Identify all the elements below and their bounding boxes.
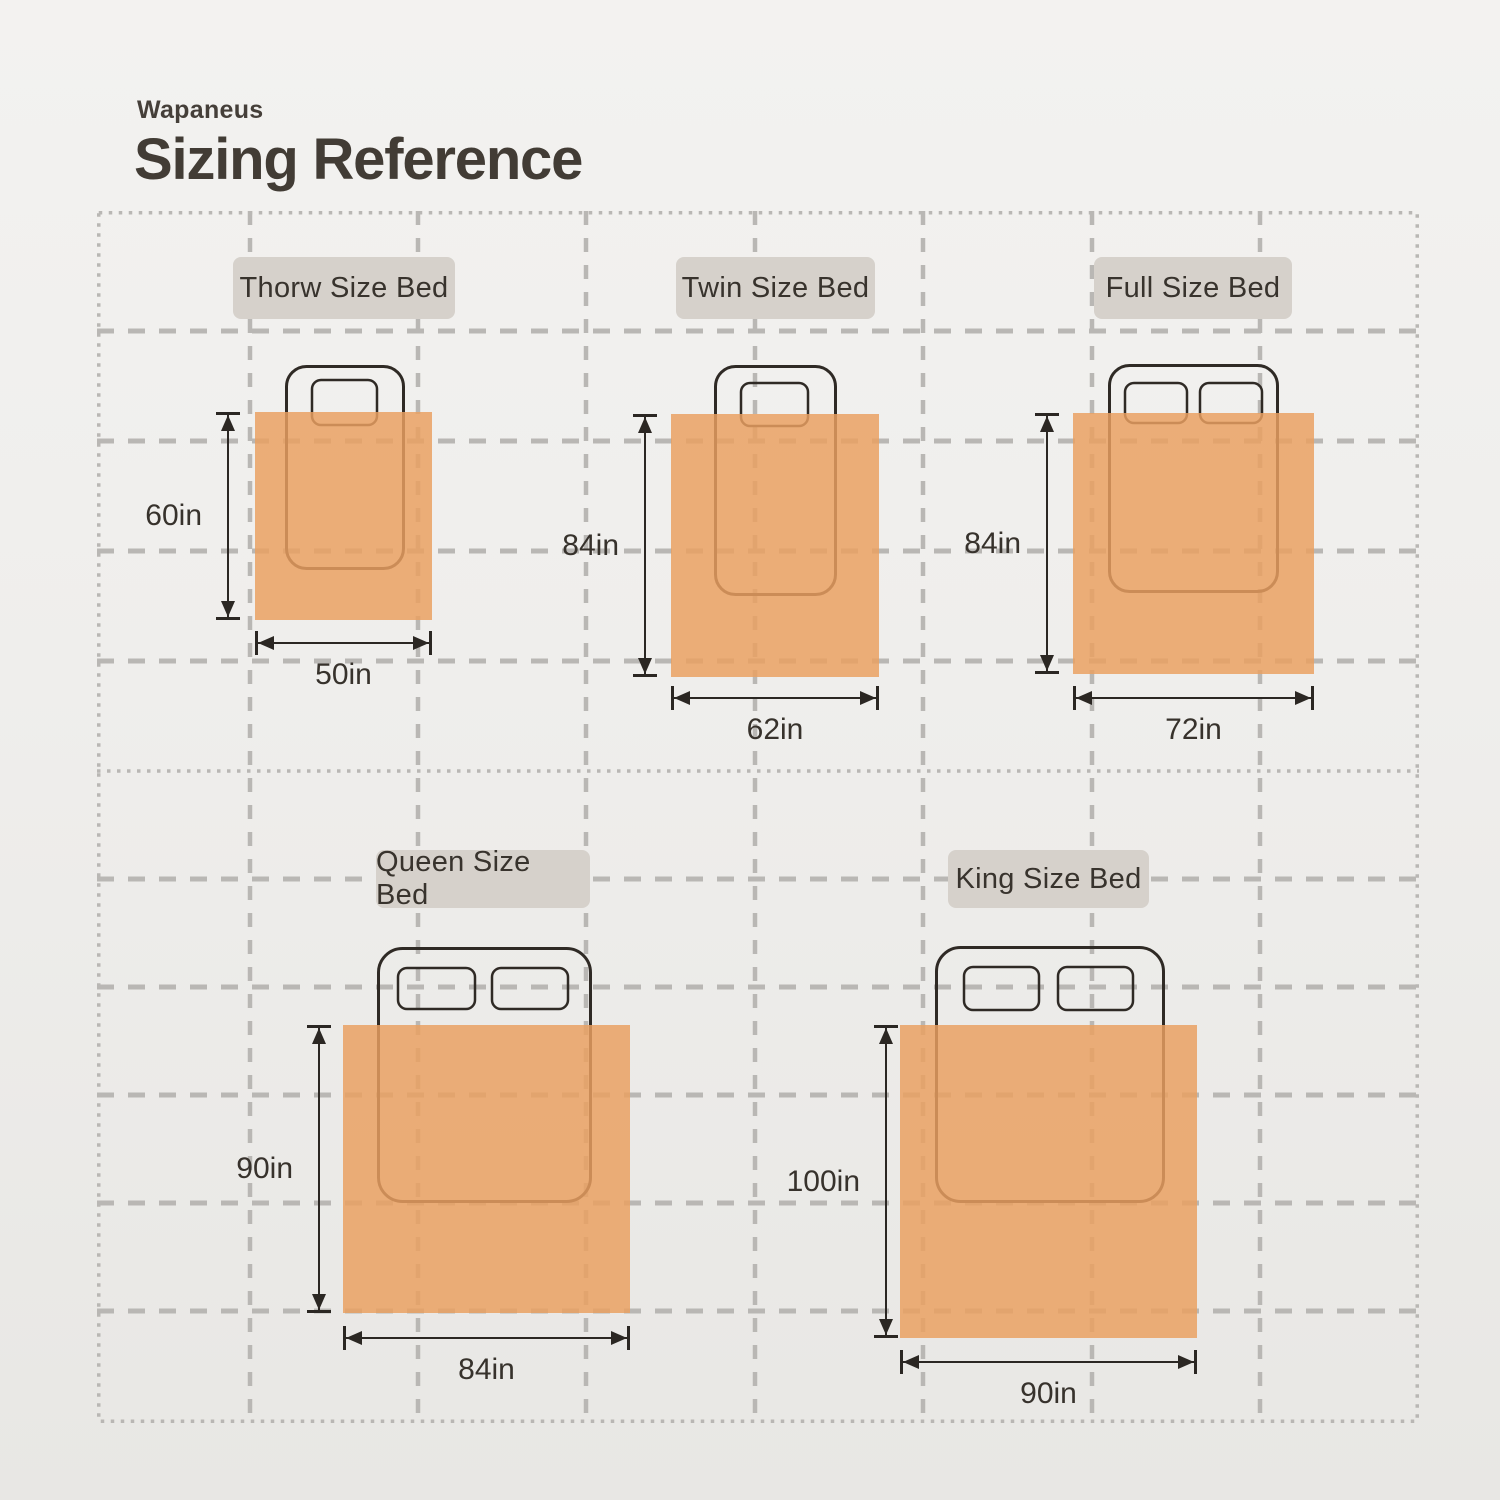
blanket-overlay — [900, 1025, 1197, 1338]
height-value: 100in — [786, 1164, 860, 1198]
height-dimension: 60in — [145, 412, 242, 620]
bed-size-badge: Twin Size Bed — [676, 257, 875, 319]
width-dimension: 62in — [671, 684, 879, 746]
width-dimension: 84in — [343, 1324, 630, 1386]
blanket-overlay — [343, 1025, 630, 1313]
height-value: 60in — [145, 499, 202, 532]
pillow-icon — [1056, 965, 1135, 1012]
width-dimension: 72in — [1073, 684, 1314, 746]
blanket-overlay — [1073, 413, 1314, 674]
bed-size-badge: Thorw Size Bed — [233, 257, 455, 319]
height-dimension: 84in — [964, 413, 1061, 674]
height-dimension: 90in — [236, 1025, 333, 1313]
blanket-overlay — [671, 414, 879, 677]
width-value: 72in — [1165, 713, 1222, 746]
width-value: 50in — [315, 658, 372, 691]
pillow-icon — [490, 966, 570, 1011]
width-value: 90in — [1020, 1377, 1077, 1410]
height-value: 84in — [964, 526, 1021, 560]
bed-size-badge: Full Size Bed — [1094, 257, 1292, 319]
width-dimension: 50in — [255, 629, 432, 691]
height-dimension: 100in — [787, 1025, 900, 1338]
page-title: Sizing Reference — [134, 127, 583, 192]
height-dimension: 84in — [562, 414, 659, 677]
pillow-icon — [396, 966, 477, 1011]
width-dimension: 90in — [900, 1348, 1197, 1410]
blanket-overlay — [255, 412, 432, 620]
width-value: 84in — [458, 1353, 515, 1386]
bed-size-badge: King Size Bed — [948, 850, 1149, 908]
width-value: 62in — [746, 713, 804, 746]
bed-size-badge: Queen Size Bed — [376, 846, 590, 911]
height-value: 90in — [236, 1152, 293, 1185]
pillow-icon — [962, 965, 1041, 1012]
brand-name: Wapaneus — [137, 96, 264, 124]
height-value: 84in — [562, 528, 619, 562]
